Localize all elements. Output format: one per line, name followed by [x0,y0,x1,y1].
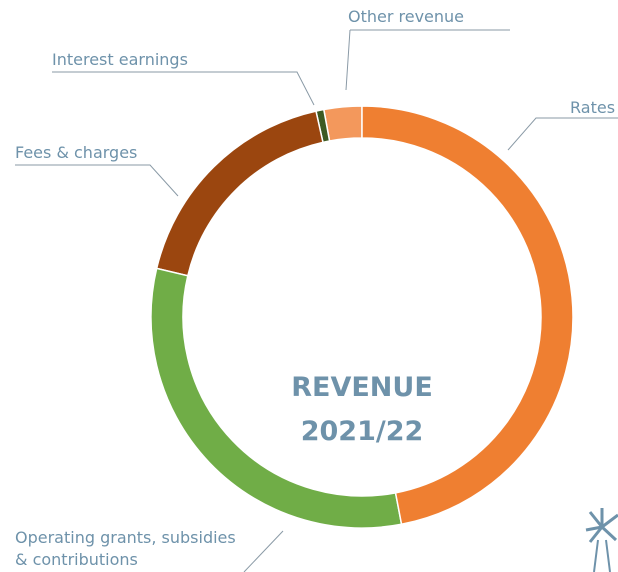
leader-line [15,164,179,197]
center-label: 2021/22 [301,416,424,447]
slice-label: Rates [570,98,616,117]
leader-line [345,29,510,91]
slice-label: Interest earnings [52,50,188,69]
slice-label: Operating grants, subsidies & contributi… [15,528,236,569]
donut-segment [150,267,403,529]
center-label: REVENUE [291,372,433,403]
leader-line [507,117,618,151]
leader-line [52,71,315,106]
donut-segment [361,105,574,526]
windmill-icon [585,508,618,572]
slice-label: Other revenue [348,7,465,26]
donut-segment [155,110,324,277]
slice-label: Fees & charges [15,143,138,162]
leader-line [243,530,284,572]
donut-segment [322,105,363,142]
